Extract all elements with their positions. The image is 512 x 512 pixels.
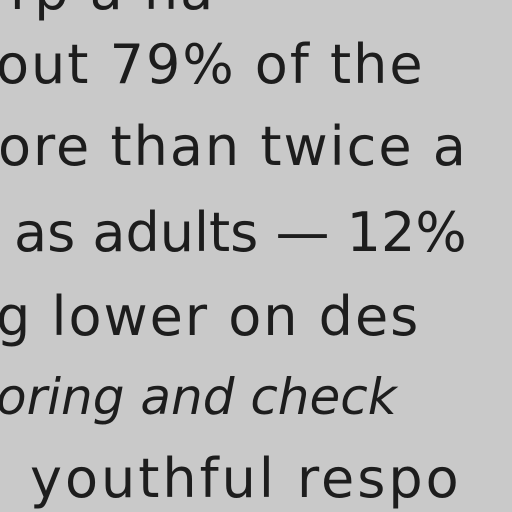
text-line-2: out 79% of the — [0, 33, 425, 96]
text-line-4: as adults — 12% — [14, 201, 467, 264]
text-line-3: ore than twice a — [0, 115, 468, 178]
text-line-6: oring and check — [0, 368, 397, 426]
text-line-7: youthful respo — [30, 447, 462, 510]
text-line-5: g lower on des — [0, 285, 421, 348]
text-line-1: rp a ha — [10, 0, 215, 18]
